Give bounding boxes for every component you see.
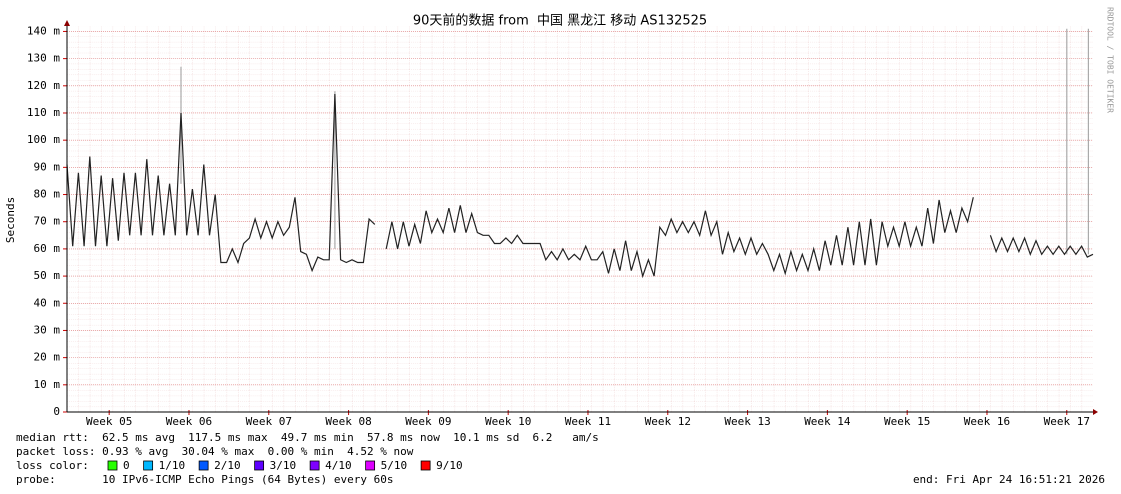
- y-tick-label: 140 m: [27, 24, 60, 37]
- y-tick-label: 30 m: [34, 323, 61, 336]
- end-time: end: Fri Apr 24 16:51:21 2026: [913, 473, 1105, 486]
- y-axis-label: Seconds: [4, 197, 17, 243]
- watermark: RRDTOOL / TOBI OETIKER: [1106, 7, 1115, 113]
- loss-swatch: [143, 460, 154, 471]
- minor-grid: [67, 26, 1093, 412]
- x-tick-label: Week 16: [964, 415, 1010, 428]
- y-tick-label: 90 m: [34, 160, 61, 173]
- x-tick-label: Week 06: [166, 415, 212, 428]
- probe: probe: 10 IPv6-ICMP Echo Pings (64 Bytes…: [16, 473, 394, 486]
- loss-color-label: loss color:: [16, 459, 89, 472]
- loss-swatch-label: 3/10: [270, 459, 297, 472]
- x-tick-label: Week 13: [724, 415, 770, 428]
- y-tick-label: 130 m: [27, 52, 60, 65]
- y-tick-label: 100 m: [27, 133, 60, 146]
- loss-swatch-label: 5/10: [381, 459, 408, 472]
- x-tick-label: Week 15: [884, 415, 930, 428]
- loss-swatch: [107, 460, 118, 471]
- loss-swatch: [198, 460, 209, 471]
- rtt-line: [66, 93, 1094, 279]
- y-tick-label: 120 m: [27, 79, 60, 92]
- loss-swatch: [309, 460, 320, 471]
- x-tick-label: Week 12: [645, 415, 691, 428]
- y-tick-label: 10 m: [34, 378, 61, 391]
- y-tick-label: 70 m: [34, 215, 61, 228]
- x-tick-label: Week 07: [246, 415, 292, 428]
- y-tick-label: 110 m: [27, 106, 60, 119]
- plot: 0 10 m 20 m 30 m 40 m 50 m 60 m 70 m 80 m 90 m 100…: [27, 24, 1094, 428]
- x-tick-label: Week 09: [405, 415, 451, 428]
- loss-legend: 0 1/10 2/10 3/10 4/10 5/10 9/10: [107, 459, 463, 472]
- chart-title: 90天前的数据 from 中国 黑龙江 移动 AS132525: [413, 13, 707, 29]
- loss-swatch-label: 4/10: [325, 459, 352, 472]
- loss-swatch: [254, 460, 265, 471]
- x-tick-label: Week 17: [1044, 415, 1090, 428]
- y-arrow: [64, 20, 70, 26]
- packet-loss: packet loss: 0.93 % avg 30.04 % max 0.00…: [16, 445, 414, 458]
- x-arrow: [1093, 409, 1098, 415]
- y-tick-label: 60 m: [34, 242, 61, 255]
- x-tick-label: Week 08: [325, 415, 371, 428]
- x-tick-label: Week 05: [86, 415, 132, 428]
- y-tick-label: 50 m: [34, 269, 61, 282]
- loss-swatch-label: 0: [123, 459, 130, 472]
- loss-swatch: [420, 460, 431, 471]
- y-tick-label: 0: [53, 405, 60, 418]
- x-tick-label: Week 10: [485, 415, 531, 428]
- loss-swatch-label: 1/10: [159, 459, 186, 472]
- loss-swatch-label: 2/10: [214, 459, 241, 472]
- loss-swatch: [365, 460, 376, 471]
- y-tick-label: 20 m: [34, 351, 61, 364]
- x-tick-label: Week 11: [565, 415, 611, 428]
- x-tick-label: Week 14: [804, 415, 851, 428]
- y-tick-label: 40 m: [34, 296, 61, 309]
- median-rtt: median rtt: 62.5 ms avg 117.5 ms max 49.…: [16, 431, 599, 444]
- loss-swatch-label: 9/10: [436, 459, 463, 472]
- y-tick-label: 80 m: [34, 188, 61, 201]
